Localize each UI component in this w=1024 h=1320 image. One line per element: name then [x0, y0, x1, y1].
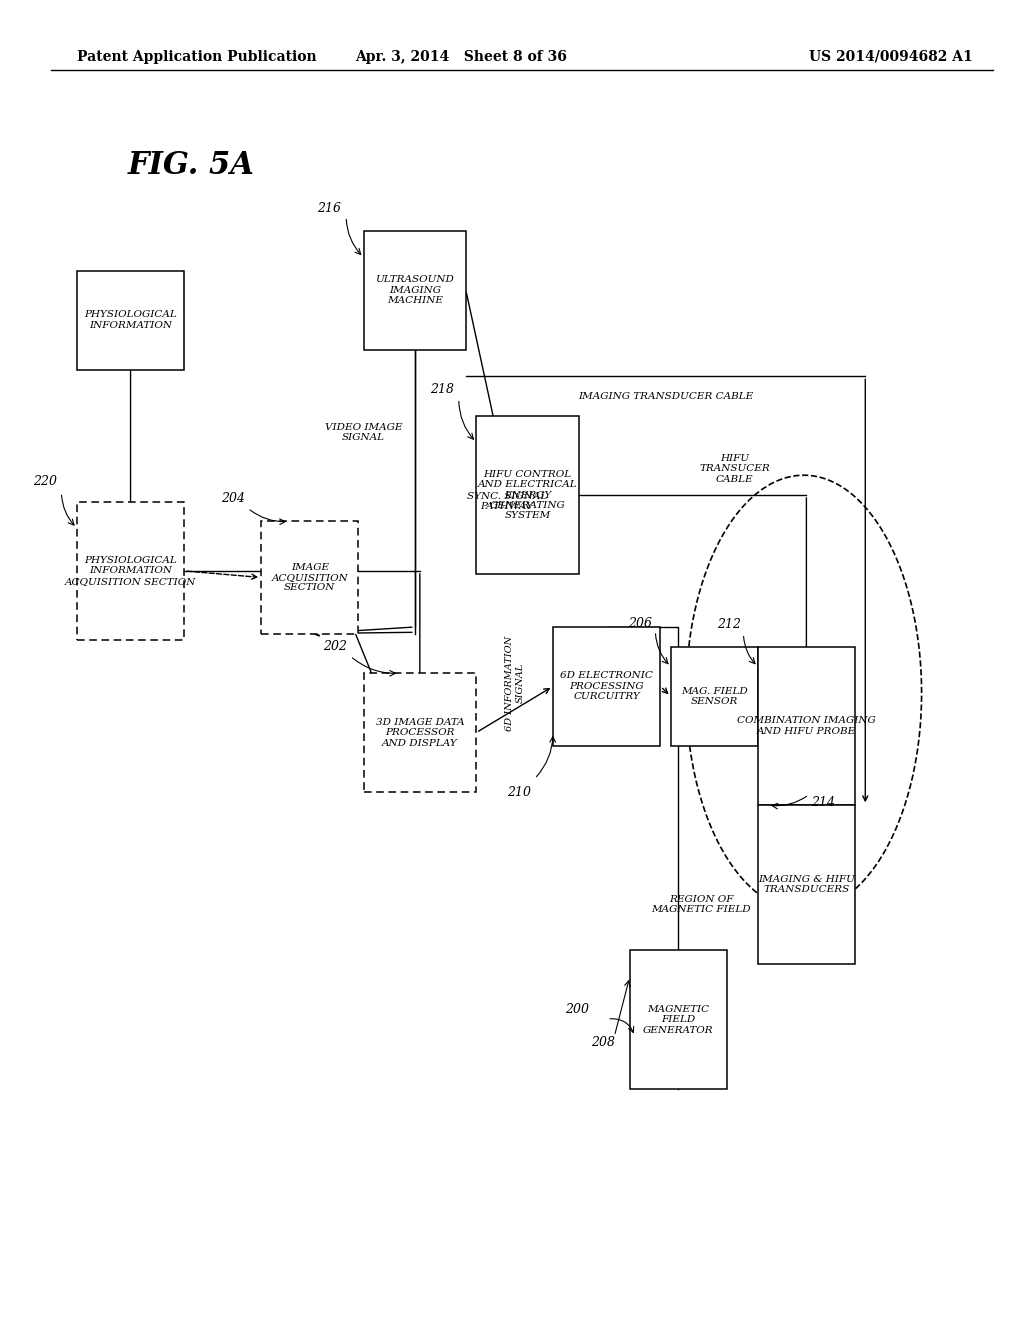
Text: 202: 202 — [323, 640, 346, 653]
Text: 3D IMAGE DATA
PROCESSOR
AND DISPLAY: 3D IMAGE DATA PROCESSOR AND DISPLAY — [376, 718, 464, 747]
Bar — [630, 950, 727, 1089]
Text: Apr. 3, 2014   Sheet 8 of 36: Apr. 3, 2014 Sheet 8 of 36 — [355, 50, 566, 63]
Text: 220: 220 — [33, 475, 56, 488]
Text: FIG. 5A: FIG. 5A — [128, 149, 255, 181]
Text: MAGNETIC
FIELD
GENERATOR: MAGNETIC FIELD GENERATOR — [643, 1005, 714, 1035]
Text: IMAGING & HIFU
TRANSDUCERS: IMAGING & HIFU TRANSDUCERS — [758, 875, 855, 894]
Bar — [758, 805, 855, 964]
Text: PHYSIOLOGICAL
INFORMATION: PHYSIOLOGICAL INFORMATION — [84, 310, 177, 330]
Text: SYNC. SIGNAL
PATHWAY: SYNC. SIGNAL PATHWAY — [467, 492, 547, 511]
Text: 204: 204 — [221, 492, 245, 506]
Text: 212: 212 — [717, 618, 740, 631]
Text: HIFU
TRANSUCER
CABLE: HIFU TRANSUCER CABLE — [699, 454, 770, 483]
Bar — [671, 647, 758, 746]
Text: 218: 218 — [430, 383, 454, 396]
Text: 200: 200 — [565, 1003, 589, 1016]
Text: COMBINATION IMAGING
AND HIFU PROBE: COMBINATION IMAGING AND HIFU PROBE — [737, 717, 876, 735]
Text: 214: 214 — [811, 796, 835, 809]
Text: HIFU CONTROL
AND ELECTRICAL
ENERGY
GENERATING
SYSTEM: HIFU CONTROL AND ELECTRICAL ENERGY GENER… — [477, 470, 578, 520]
Bar — [553, 627, 660, 746]
Bar — [364, 231, 466, 350]
Text: 216: 216 — [317, 202, 341, 215]
Bar — [476, 416, 579, 574]
Text: US 2014/0094682 A1: US 2014/0094682 A1 — [809, 50, 973, 63]
Bar — [261, 521, 358, 634]
Bar — [77, 271, 184, 370]
Text: 208: 208 — [591, 1036, 614, 1049]
Text: IMAGE
ACQUISITION
SECTION: IMAGE ACQUISITION SECTION — [271, 562, 348, 593]
Text: VIDEO IMAGE
SIGNAL: VIDEO IMAGE SIGNAL — [325, 422, 402, 442]
Bar — [77, 502, 184, 640]
Bar — [364, 673, 476, 792]
Text: REGION OF
MAGNETIC FIELD: REGION OF MAGNETIC FIELD — [651, 895, 752, 913]
Text: Patent Application Publication: Patent Application Publication — [77, 50, 316, 63]
Text: PHYSIOLOGICAL
INFORMATION
ACQUISITION SECTION: PHYSIOLOGICAL INFORMATION ACQUISITION SE… — [65, 556, 197, 586]
Text: ULTRASOUND
IMAGING
MACHINE: ULTRASOUND IMAGING MACHINE — [375, 276, 455, 305]
Text: 206: 206 — [628, 616, 651, 630]
Text: 6D ELECTRONIC
PROCESSING
CURCUITRY: 6D ELECTRONIC PROCESSING CURCUITRY — [560, 672, 653, 701]
Text: IMAGING TRANSDUCER CABLE: IMAGING TRANSDUCER CABLE — [578, 392, 754, 400]
Text: 6D INFORMATION
SIGNAL: 6D INFORMATION SIGNAL — [505, 635, 524, 731]
Bar — [758, 647, 855, 805]
Text: 210: 210 — [507, 785, 530, 799]
Text: MAG. FIELD
SENSOR: MAG. FIELD SENSOR — [681, 686, 748, 706]
